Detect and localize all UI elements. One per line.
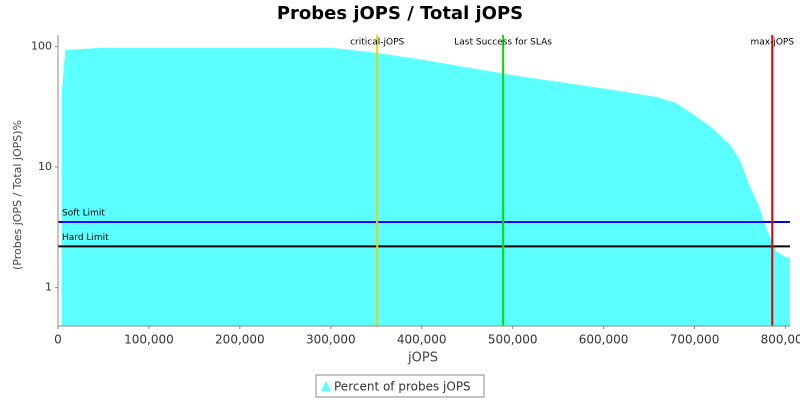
- legend-label: Percent of probes jOPS: [334, 380, 471, 394]
- area: [61, 47, 790, 327]
- x-tick-label: 0: [54, 333, 62, 347]
- x-tick-label: 300,000: [306, 333, 356, 347]
- y-tick-label: 100: [31, 40, 52, 53]
- x-tick-label: 800,000: [761, 333, 800, 347]
- x-tick-label: 600,000: [579, 333, 629, 347]
- legend-box: [315, 374, 485, 398]
- threshold-label: Hard Limit: [62, 233, 109, 243]
- y-tick-label: 10: [38, 160, 52, 173]
- marker-label: critical-jOPS: [350, 38, 404, 48]
- y-tick-label: 1: [45, 281, 52, 294]
- y-axis-title: (Probes jOPS / Total jOPS)%: [11, 120, 24, 270]
- x-axis-title: jOPS: [407, 351, 438, 366]
- marker-label: max-jOPS: [750, 38, 794, 48]
- x-tick-label: 700,000: [670, 333, 720, 347]
- legend: Percent of probes jOPS: [315, 374, 485, 398]
- chart-title: Probes jOPS / Total jOPS: [277, 3, 523, 24]
- x-tick-label: 500,000: [488, 333, 538, 347]
- x-tick-label: 200,000: [215, 333, 265, 347]
- marker-label: Last Success for SLAs: [454, 38, 552, 48]
- x-tick-label: 100,000: [124, 333, 174, 347]
- threshold-label: Soft Limit: [62, 209, 105, 219]
- x-tick-label: 400,000: [397, 333, 447, 347]
- legend-swatch: [321, 381, 331, 391]
